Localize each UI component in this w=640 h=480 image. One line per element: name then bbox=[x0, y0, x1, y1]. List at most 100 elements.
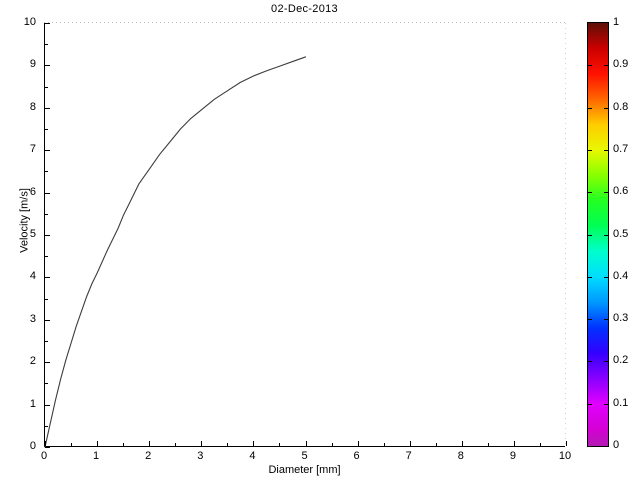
y-tick bbox=[45, 192, 50, 194]
y-tick-minor bbox=[45, 341, 48, 342]
y-tick bbox=[45, 404, 50, 406]
colorbar-tick bbox=[604, 361, 608, 363]
colorbar-tick-label: 0.8 bbox=[613, 100, 629, 113]
y-tick-minor bbox=[45, 298, 48, 300]
y-tick-label: 6 bbox=[29, 185, 36, 198]
colorbar-gradient bbox=[588, 23, 608, 446]
x-tick bbox=[149, 441, 151, 446]
colorbar-tick bbox=[588, 234, 592, 236]
colorbar-tick-label: 0.9 bbox=[613, 58, 629, 71]
y-tick-minor bbox=[45, 86, 48, 88]
colorbar-tick bbox=[604, 192, 608, 194]
colorbar-tick bbox=[588, 107, 592, 109]
y-tick-minor bbox=[45, 44, 48, 46]
colorbar-tick-label: 0.6 bbox=[613, 185, 629, 198]
y-tick-minor bbox=[45, 129, 48, 130]
colorbar-tick bbox=[588, 192, 592, 194]
y-tick-minor bbox=[45, 171, 48, 173]
colorbar-tick-label: 0.1 bbox=[613, 396, 629, 409]
colorbar bbox=[587, 22, 609, 447]
y-tick-label: 10 bbox=[23, 16, 36, 28]
x-tick-minor bbox=[435, 443, 437, 446]
x-tick bbox=[513, 441, 515, 446]
y-axis-label: Velocity [m/s] bbox=[18, 188, 31, 253]
y-tick-label: 1 bbox=[29, 397, 36, 410]
y-tick-minor bbox=[45, 425, 48, 427]
colorbar-tick bbox=[588, 276, 592, 278]
x-tick-minor bbox=[539, 443, 541, 446]
colorbar-tick bbox=[604, 234, 608, 236]
x-tick-label: 10 bbox=[558, 450, 572, 462]
colorbar-tick bbox=[604, 319, 608, 321]
colorbar-tick bbox=[604, 403, 608, 405]
x-tick-minor bbox=[227, 443, 229, 446]
y-tick-label: 2 bbox=[29, 355, 36, 368]
x-tick bbox=[461, 441, 463, 446]
y-tick bbox=[45, 23, 50, 24]
data-line-svg bbox=[44, 56, 307, 448]
x-tick-minor bbox=[487, 443, 489, 446]
y-tick bbox=[45, 65, 50, 67]
x-tick-minor bbox=[123, 443, 125, 446]
y-tick bbox=[45, 362, 50, 364]
colorbar-tick-label: 1 bbox=[613, 16, 620, 28]
y-tick-label: 5 bbox=[29, 228, 36, 240]
x-tick-minor bbox=[71, 443, 73, 446]
y-tick-label: 4 bbox=[29, 270, 36, 283]
colorbar-tick-label: 0.5 bbox=[613, 227, 629, 240]
x-tick-label: 1 bbox=[93, 450, 100, 462]
y-tick-label: 3 bbox=[29, 312, 36, 325]
plot-axes bbox=[44, 23, 567, 448]
x-tick bbox=[566, 441, 567, 446]
y-tick-label: 7 bbox=[29, 143, 36, 156]
x-tick bbox=[253, 441, 255, 446]
colorbar-tick bbox=[588, 149, 592, 151]
x-tick bbox=[305, 441, 307, 446]
y-tick-minor bbox=[45, 256, 48, 258]
x-tick-label: 5 bbox=[301, 450, 308, 462]
y-tick bbox=[45, 319, 50, 321]
y-tick bbox=[45, 150, 50, 152]
x-tick-label: 8 bbox=[457, 450, 464, 462]
y-tick bbox=[45, 235, 50, 236]
x-tick-minor bbox=[331, 443, 333, 446]
x-axis-label: Diameter [mm] bbox=[268, 464, 341, 476]
y-tick-minor bbox=[45, 383, 48, 385]
colorbar-tick-label: 0.7 bbox=[613, 142, 629, 155]
x-tick-label: 9 bbox=[509, 450, 516, 462]
y-tick-minor bbox=[45, 213, 48, 215]
x-tick-minor bbox=[383, 443, 385, 446]
colorbar-tick bbox=[604, 276, 608, 278]
axes-top-edge bbox=[44, 22, 566, 23]
x-tick-minor bbox=[175, 443, 177, 446]
x-tick bbox=[201, 441, 203, 446]
y-tick-label: 9 bbox=[29, 58, 36, 71]
y-tick bbox=[45, 107, 50, 109]
colorbar-tick-label: 0.4 bbox=[613, 269, 629, 282]
colorbar-tick bbox=[588, 65, 592, 67]
chart-title: 02-Dec-2013 bbox=[271, 3, 338, 15]
y-tick-label: 0 bbox=[29, 440, 36, 452]
y-tick-label: 8 bbox=[29, 100, 36, 113]
x-tick bbox=[97, 441, 99, 446]
colorbar-tick bbox=[604, 107, 608, 109]
x-tick-label: 6 bbox=[353, 450, 360, 462]
colorbar-tick bbox=[588, 403, 592, 405]
colorbar-tick bbox=[604, 65, 608, 67]
x-tick-label: 3 bbox=[197, 450, 204, 462]
y-tick bbox=[45, 277, 50, 279]
colorbar-tick-label: 0.2 bbox=[613, 354, 629, 367]
colorbar-tick bbox=[604, 149, 608, 151]
x-tick-label: 0 bbox=[40, 450, 48, 462]
axes-right-edge bbox=[565, 23, 566, 447]
colorbar-tick-label: 0 bbox=[613, 439, 620, 451]
colorbar-tick-label: 0.3 bbox=[613, 312, 629, 325]
x-tick bbox=[45, 441, 46, 446]
x-tick-minor bbox=[279, 443, 281, 446]
x-tick bbox=[409, 441, 411, 446]
velocity-curve bbox=[44, 56, 307, 448]
y-tick bbox=[45, 447, 50, 448]
x-tick-label: 4 bbox=[249, 450, 256, 462]
x-tick-label: 7 bbox=[405, 450, 412, 462]
